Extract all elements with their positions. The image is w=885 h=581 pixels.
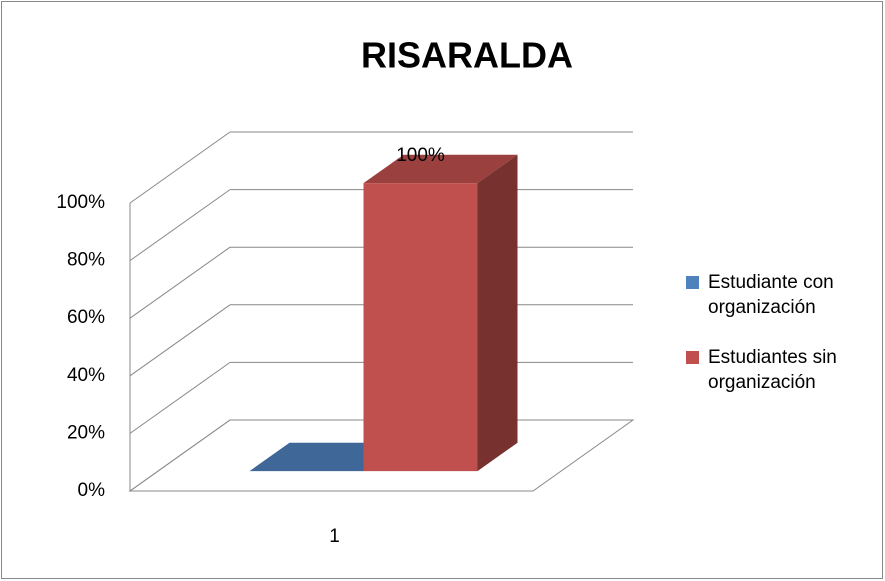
- legend-item: Estudiantes sin organización: [686, 345, 856, 395]
- legend-label: Estudiantes sin organización: [708, 347, 837, 393]
- bar: [363, 154, 518, 472]
- legend-swatch: [686, 351, 699, 364]
- x-tick-label: 1: [329, 526, 340, 547]
- bar-front: [363, 183, 478, 472]
- data-label: 100%: [396, 145, 445, 166]
- grid-line: [129, 131, 231, 204]
- y-tick-label: 100%: [56, 192, 105, 213]
- grid-line: [129, 189, 231, 262]
- y-tick-label: 40%: [67, 365, 105, 386]
- y-tick-label: 60%: [67, 307, 105, 328]
- y-tick-label: 80%: [67, 250, 105, 271]
- grid-line: [129, 246, 231, 319]
- legend-swatch: [686, 276, 699, 289]
- bar-side: [477, 154, 518, 472]
- grid-line: [129, 419, 231, 492]
- legend-label: Estudiante con organización: [708, 272, 834, 318]
- grid-line: [129, 361, 231, 434]
- chart-title: RISARALDA: [361, 35, 573, 76]
- bar-top: [363, 154, 518, 184]
- grid-line: [129, 304, 231, 377]
- legend-item: Estudiante con organización: [686, 270, 856, 320]
- y-tick-label: 0%: [78, 480, 106, 501]
- y-tick-label: 20%: [67, 422, 105, 443]
